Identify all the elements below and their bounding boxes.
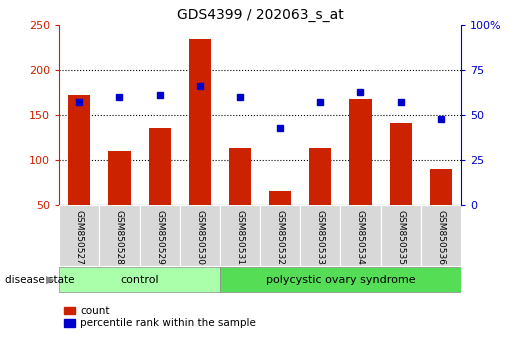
Bar — [180, 205, 220, 266]
Bar — [430, 169, 452, 205]
Text: GSM850533: GSM850533 — [316, 210, 325, 264]
Bar — [220, 205, 260, 266]
Text: GSM850527: GSM850527 — [75, 210, 84, 264]
Bar — [340, 205, 381, 266]
Text: disease state: disease state — [5, 275, 75, 285]
Bar — [109, 151, 130, 205]
Bar — [189, 39, 211, 205]
Bar — [59, 205, 99, 266]
Bar — [260, 205, 300, 266]
Text: ▶: ▶ — [45, 275, 54, 285]
Bar — [269, 191, 291, 205]
Bar — [220, 267, 461, 292]
Bar — [59, 267, 220, 292]
Bar — [300, 205, 340, 266]
Text: polycystic ovary syndrome: polycystic ovary syndrome — [266, 275, 415, 285]
Bar — [350, 99, 371, 205]
Bar — [99, 205, 140, 266]
Bar — [229, 148, 251, 205]
Title: GDS4399 / 202063_s_at: GDS4399 / 202063_s_at — [177, 8, 344, 22]
Text: control: control — [120, 275, 159, 285]
Text: GSM850530: GSM850530 — [195, 210, 204, 264]
Legend: count, percentile rank within the sample: count, percentile rank within the sample — [64, 306, 256, 328]
Bar — [149, 128, 170, 205]
Text: GSM850535: GSM850535 — [396, 210, 405, 264]
Text: GSM850532: GSM850532 — [276, 210, 285, 264]
Bar — [421, 205, 461, 266]
Text: GSM850534: GSM850534 — [356, 210, 365, 264]
Bar — [390, 123, 411, 205]
Text: GSM850528: GSM850528 — [115, 210, 124, 264]
Bar — [381, 205, 421, 266]
Bar — [140, 205, 180, 266]
Text: GSM850536: GSM850536 — [436, 210, 445, 264]
Bar — [68, 95, 90, 205]
Text: GSM850529: GSM850529 — [155, 210, 164, 264]
Text: GSM850531: GSM850531 — [235, 210, 245, 264]
Bar — [310, 148, 331, 205]
